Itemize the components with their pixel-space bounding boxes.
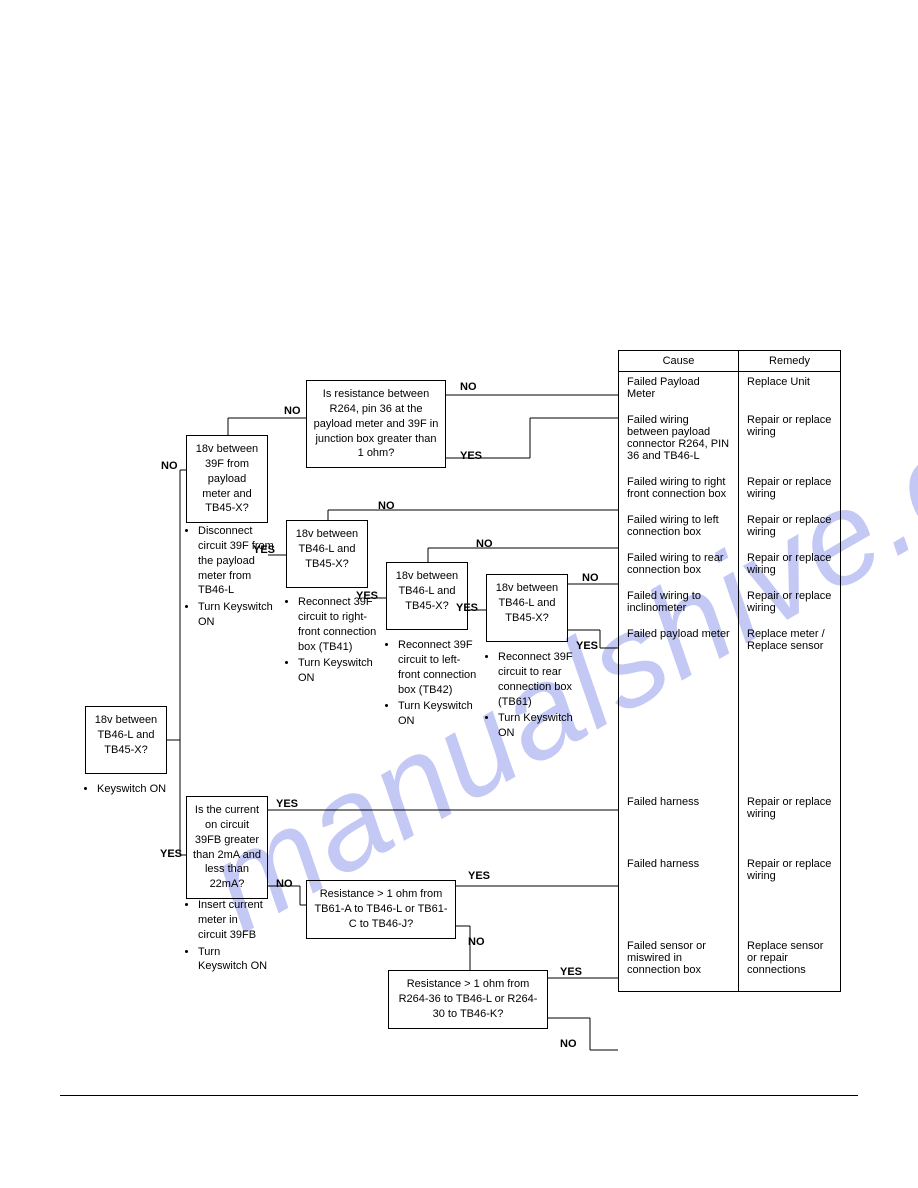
node-7: Is the current on circuit 39FB greater t… <box>186 796 268 899</box>
elabel-9: YES <box>456 602 478 614</box>
elabel-2: YES <box>460 450 482 462</box>
notes-6: Insert current meter in circuit 39FBTurn… <box>186 898 268 976</box>
elabel-14: NO <box>276 878 293 890</box>
notes-1: Keyswitch ON <box>85 782 167 799</box>
node-4: 18v between TB46-L and TB45-X? <box>286 520 368 588</box>
elabel-10: NO <box>582 572 599 584</box>
result-table: Cause Remedy Failed Payload MeterReplace… <box>618 350 841 992</box>
notes-5: Reconnect 39F circuit to rear connection… <box>486 650 586 743</box>
elabel-7: YES <box>356 590 378 602</box>
notes-2: Disconnect circuit 39F from the payload … <box>186 524 276 632</box>
node-2: 18v between 39F from payload meter and T… <box>186 435 268 523</box>
th-cause: Cause <box>619 351 739 372</box>
elabel-6: NO <box>378 500 395 512</box>
node-3: Is resistance between R264, pin 36 at th… <box>306 380 446 468</box>
elabel-5: YES <box>253 544 275 556</box>
elabel-4: NO <box>161 460 178 472</box>
node-1: 18v between TB46-L and TB45-X? <box>85 706 167 774</box>
elabel-1: NO <box>460 381 477 393</box>
elabel-11: YES <box>576 640 598 652</box>
elabel-12: YES <box>276 798 298 810</box>
node-6: 18v between TB46-L and TB45-X? <box>486 574 568 642</box>
node-5: 18v between TB46-L and TB45-X? <box>386 562 468 630</box>
th-remedy: Remedy <box>739 351 841 372</box>
canvas: manualshive.com 18v between TB46-L and T… <box>0 0 918 1188</box>
elabel-18: NO <box>560 1038 577 1050</box>
elabel-16: NO <box>468 936 485 948</box>
footer-rule <box>60 1095 858 1096</box>
elabel-13: YES <box>160 848 182 860</box>
elabel-15: YES <box>468 870 490 882</box>
notes-3: Reconnect 39F circuit to right-front con… <box>286 595 378 688</box>
notes-4: Reconnect 39F circuit to left-front conn… <box>386 638 482 731</box>
node-9: Resistance > 1 ohm from R264-36 to TB46-… <box>388 970 548 1029</box>
elabel-8: NO <box>476 538 493 550</box>
elabel-3: NO <box>284 405 301 417</box>
node-8: Resistance > 1 ohm from TB61-A to TB46-L… <box>306 880 456 939</box>
elabel-17: YES <box>560 966 582 978</box>
